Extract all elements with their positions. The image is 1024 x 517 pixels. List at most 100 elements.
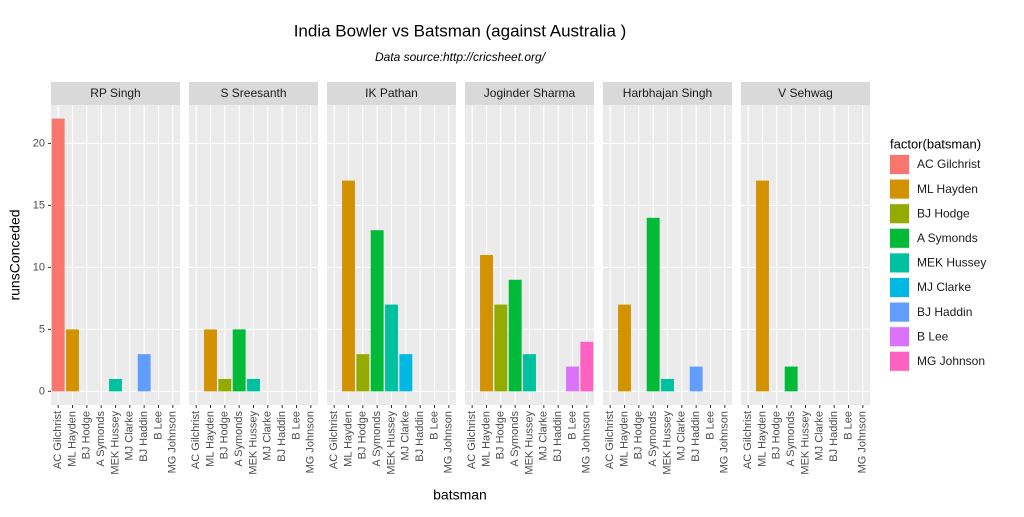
x-tick-label: AC Gilchrist — [466, 411, 478, 469]
x-tick-label: MEK Hussey — [661, 411, 673, 475]
x-tick-label: MG Johnson — [581, 411, 593, 473]
legend-title: factor(batsman) — [890, 136, 981, 151]
x-tick-label: BJ Hodge — [633, 411, 645, 459]
bar — [689, 366, 703, 392]
x-tick-label: MJ Clarke — [814, 411, 826, 461]
facet-strip — [51, 82, 180, 105]
bar — [370, 230, 384, 392]
x-tick-label: MEK Hussey — [385, 411, 397, 475]
y-tick-label: 5 — [39, 323, 45, 335]
x-tick-label: MG Johnson — [305, 411, 317, 473]
x-tick-label: BJ Haddin — [828, 411, 840, 462]
x-tick-label: BJ Haddin — [138, 411, 150, 462]
bar — [508, 279, 522, 392]
y-tick-label: 20 — [33, 137, 45, 149]
x-tick-label: BJ Hodge — [771, 411, 783, 459]
x-tick-label: A Symonds — [509, 411, 521, 467]
facet-label: V Sehwag — [778, 86, 833, 100]
legend-swatch — [890, 204, 909, 224]
facet-strip — [327, 82, 456, 105]
x-tick-label: A Symonds — [647, 411, 659, 467]
y-axis-label: runsConceded — [7, 209, 23, 300]
legend-swatch — [890, 302, 909, 322]
x-tick-label: AC Gilchrist — [52, 411, 64, 469]
bar — [342, 180, 355, 392]
x-tick-label: BJ Haddin — [552, 411, 564, 462]
bar — [480, 255, 493, 392]
legend-label: B Lee — [917, 329, 949, 343]
bar — [204, 329, 217, 392]
x-tick-label: MG Johnson — [719, 411, 731, 473]
chart-title: India Bowler vs Batsman (against Austral… — [294, 21, 627, 40]
x-tick-label: ML Hayden — [342, 411, 354, 467]
x-tick-label: MEK Hussey — [109, 411, 121, 475]
legend-swatch — [890, 179, 909, 199]
x-tick-label: B Lee — [290, 411, 302, 440]
bar — [756, 180, 769, 392]
bar — [784, 366, 798, 392]
x-tick-label: B Lee — [566, 411, 578, 440]
x-tick-label: ML Hayden — [204, 411, 216, 467]
x-tick-label: MG Johnson — [857, 411, 869, 473]
x-tick-label: ML Hayden — [618, 411, 630, 467]
bar — [580, 341, 594, 392]
chart-subtitle: Data source:http://cricsheet.org/ — [375, 50, 547, 64]
y-tick-label: 0 — [39, 385, 45, 397]
legend-label: ML Hayden — [917, 182, 978, 196]
x-tick-label: B Lee — [704, 411, 716, 440]
bar — [646, 217, 660, 392]
facet-label: Harbhajan Singh — [623, 86, 712, 100]
x-tick-label: B Lee — [428, 411, 440, 440]
facet-strip — [603, 82, 732, 105]
x-tick-label: A Symonds — [233, 411, 245, 467]
bar — [566, 366, 579, 392]
x-tick-label: MJ Clarke — [400, 411, 412, 461]
x-tick-label: AC Gilchrist — [328, 411, 340, 469]
bar — [51, 118, 65, 392]
legend-label: BJ Haddin — [917, 305, 972, 319]
legend-swatch — [890, 155, 909, 174]
x-tick-label: MJ Clarke — [262, 411, 274, 461]
facet-strip — [741, 82, 870, 105]
x-tick-label: BJ Haddin — [276, 411, 288, 462]
bar — [137, 354, 151, 392]
bar — [66, 329, 79, 392]
x-tick-label: B Lee — [152, 411, 164, 440]
legend-swatch — [890, 228, 909, 248]
legend-label: MG Johnson — [917, 354, 985, 368]
legend-label: BJ Hodge — [917, 206, 970, 220]
bar — [523, 354, 536, 392]
bar — [385, 304, 398, 392]
bar — [618, 304, 631, 392]
x-tick-label: A Symonds — [371, 411, 383, 467]
x-tick-label: ML Hayden — [480, 411, 492, 467]
x-tick-label: BJ Hodge — [495, 411, 507, 459]
bar — [399, 354, 413, 392]
legend-label: MJ Clarke — [917, 280, 971, 294]
x-tick-label: MJ Clarke — [124, 411, 136, 461]
x-tick-label: MEK Hussey — [523, 411, 535, 475]
facet-label: S Sreesanth — [220, 86, 286, 100]
x-tick-label: AC Gilchrist — [742, 411, 754, 469]
x-tick-label: AC Gilchrist — [190, 411, 202, 469]
facet-strip — [189, 82, 318, 105]
y-tick-label: 10 — [33, 261, 45, 273]
x-tick-label: A Symonds — [785, 411, 797, 467]
facet-strip — [465, 82, 594, 105]
legend-label: MEK Hussey — [917, 256, 986, 270]
x-tick-label: MG Johnson — [167, 411, 179, 473]
legend-label: A Symonds — [917, 231, 978, 245]
x-tick-label: A Symonds — [95, 411, 107, 467]
facet-label: Joginder Sharma — [484, 86, 576, 100]
y-tick-label: 15 — [33, 199, 45, 211]
x-tick-label: MJ Clarke — [676, 411, 688, 461]
x-tick-label: B Lee — [842, 411, 854, 440]
legend-swatch — [890, 327, 909, 347]
bar — [109, 378, 122, 392]
x-axis-label: batsman — [433, 487, 487, 503]
legend-swatch — [890, 278, 909, 297]
x-tick-label: ML Hayden — [756, 411, 768, 467]
x-tick-label: MEK Hussey — [247, 411, 259, 475]
bar — [494, 304, 508, 392]
